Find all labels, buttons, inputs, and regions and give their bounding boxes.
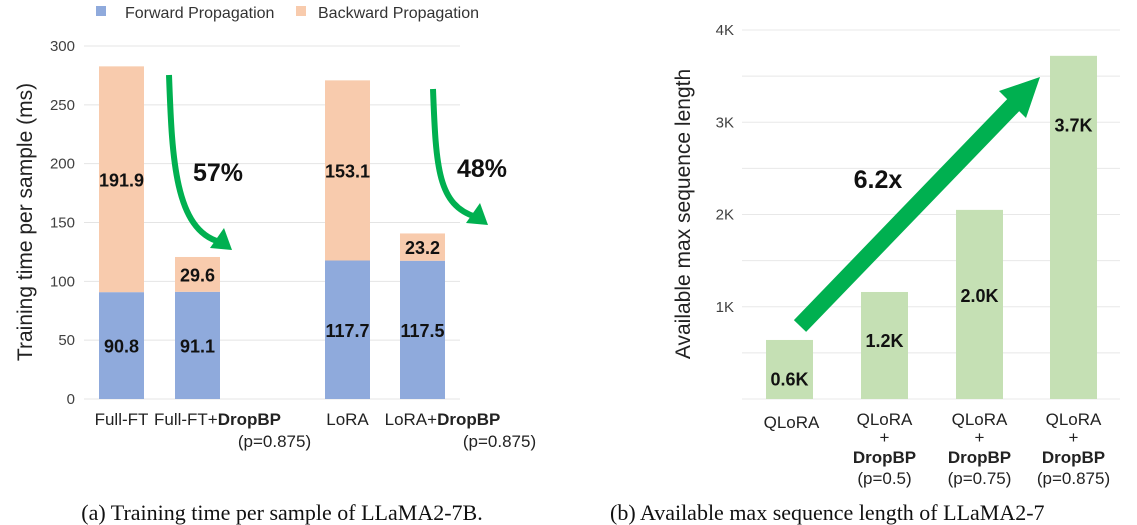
x-tick-sub: (p=0.5) (857, 469, 911, 488)
annotation-57: 57% (193, 159, 243, 187)
chart-b: Available max sequence length 1K 2K 3K 4K 0.… (610, 22, 1120, 525)
x-tick-main: LoRA (326, 410, 369, 429)
x-tick-bold: DropBP (853, 448, 916, 467)
reduction-arrow-head (466, 203, 488, 225)
data-label: 153.1 (325, 161, 370, 181)
x-tick-main: Full-FT (95, 410, 149, 429)
bar (956, 209, 1003, 399)
x-tick-main: Full-FT+ (154, 410, 218, 429)
bar-forward (400, 260, 445, 399)
x-tick-sub: (p=0.875) (238, 432, 311, 451)
bar-backward (325, 80, 370, 261)
reduction-arrow (166, 74, 221, 245)
x-tick-bold: DropBP (948, 448, 1011, 467)
legend-swatch-backward (296, 6, 306, 16)
data-label: 0.6K (770, 369, 808, 389)
annotation-6-2x: 6.2x (854, 166, 903, 194)
x-tick-sub: (p=0.75) (948, 469, 1012, 488)
x-tick-bold: DropBP (1042, 448, 1105, 467)
growth-arrow (793, 90, 1029, 332)
data-label: 91.1 (180, 336, 215, 356)
y-tick-label: 200 (50, 156, 75, 173)
bar-forward (99, 292, 144, 399)
y-axis-title-a: Training time per sample (ms) (14, 83, 37, 361)
growth-arrow-head (999, 77, 1040, 118)
y-tick-label: 1K (716, 299, 734, 316)
bar-backward (400, 233, 445, 261)
data-label: 117.5 (400, 321, 444, 341)
x-tick-label: Full-FT (95, 410, 149, 429)
caption-a: (a) Training time per sample of LLaMA2-7… (81, 500, 482, 525)
x-tick-sub: (p=0.875) (1037, 469, 1110, 488)
x-tick-label: QLoRA (764, 413, 820, 432)
legend-label-backward: Backward Propagation (318, 5, 479, 22)
x-tick-plus: + (880, 428, 890, 447)
x-tick-label: LoRA+DropBP (385, 410, 501, 429)
x-tick-label: Full-FT+DropBP (154, 410, 281, 429)
x-tick-main: LoRA+ (385, 410, 438, 429)
legend-label-forward: Forward Propagation (125, 5, 274, 22)
bar-forward (325, 260, 370, 399)
data-label: 117.7 (325, 321, 369, 341)
y-tick-label: 2K (716, 207, 734, 224)
x-tick-bold: DropBP (437, 410, 500, 429)
bar (766, 339, 813, 399)
y-tick-label: 50 (58, 332, 75, 349)
y-tick-label: 250 (50, 97, 75, 114)
y-tick-label: 300 (50, 38, 75, 55)
x-tick-bold: DropBP (218, 410, 281, 429)
data-label: 29.6 (180, 265, 215, 285)
x-tick-sub: (p=0.875) (463, 432, 536, 451)
bar (861, 291, 908, 399)
x-tick-plus: + (1069, 428, 1079, 447)
bar (1050, 55, 1097, 400)
reduction-arrow (430, 88, 477, 220)
data-label: 23.2 (405, 238, 440, 258)
y-tick-label: 0 (67, 391, 75, 408)
bar-forward (175, 291, 220, 399)
x-tick-label: QLoRA (952, 410, 1008, 429)
y-tick-label: 100 (50, 273, 75, 290)
x-tick-label: LoRA (326, 410, 369, 429)
y-tick-label: 150 (50, 215, 75, 232)
data-label: 1.2K (865, 331, 903, 351)
x-tick-label: QLoRA (857, 410, 913, 429)
y-axis-title-b: Available max sequence length (672, 69, 695, 359)
bar-backward (99, 66, 144, 293)
chart-a: Forward Propagation Backward Propagation… (14, 5, 536, 525)
y-tick-label: 3K (716, 114, 734, 131)
data-label: 2.0K (960, 286, 998, 306)
data-label: 3.7K (1054, 115, 1092, 135)
x-tick-plus: + (975, 428, 985, 447)
annotation-48: 48% (457, 155, 507, 183)
data-label: 90.8 (104, 337, 139, 357)
reduction-arrow-head (210, 228, 232, 250)
y-tick-label: 4K (716, 22, 734, 39)
legend-swatch-forward (96, 6, 106, 16)
data-label: 191.9 (99, 170, 144, 190)
bar-backward (175, 256, 220, 292)
x-tick-label: QLoRA (1046, 410, 1102, 429)
caption-b: (b) Available max sequence length of LLa… (610, 500, 1045, 525)
